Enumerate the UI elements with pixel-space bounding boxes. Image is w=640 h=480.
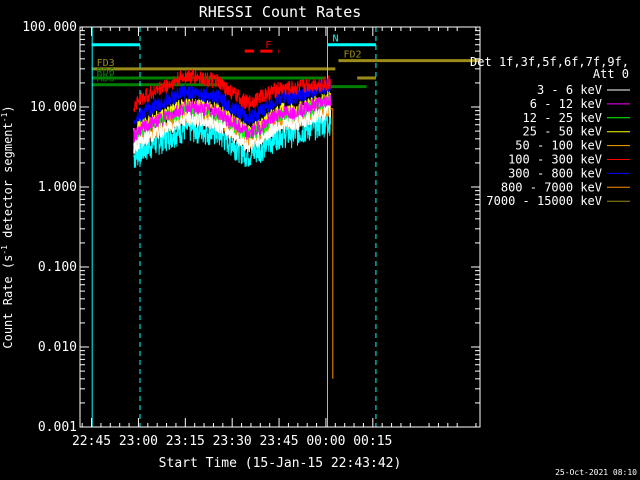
legend-entry-label-4: 25 - 50 keV (523, 125, 602, 139)
legend-entry-label-2: 6 - 12 keV (530, 97, 602, 111)
series-line-2 (133, 94, 332, 143)
legend-header-detectors: Det 1f,3f,5f,6f,7f,9f, (470, 55, 629, 69)
legend-entry-label-5: 50 - 100 keV (515, 139, 602, 153)
flag-label-1: N (333, 34, 339, 45)
series-line-1 (133, 105, 332, 154)
y-axis-label-superscript-1: -1 (0, 245, 9, 255)
y-tick-label-6: 0.001 (38, 420, 77, 435)
y-tick-label-1: 100.000 (22, 20, 77, 35)
series-lines (133, 69, 334, 379)
x-axis-label: Start Time (15-Jan-15 22:43:42) (159, 456, 402, 471)
y-tick-label-4: 0.100 (38, 260, 77, 275)
series-line-7 (133, 77, 332, 126)
y-axis-label-main: Count Rate (s (1, 255, 15, 349)
legend-entry-label-9: 7000 - 15000 keV (486, 194, 602, 208)
y-axis-label: Count Rate (s-1 detector segment-1) (0, 105, 15, 348)
x-tick-label-2: 23:00 (119, 434, 158, 449)
flag-label-2: F (265, 40, 271, 51)
y-tick-label-2: 10.000 (30, 100, 77, 115)
x-tick-label-3: 23:15 (166, 434, 205, 449)
legend: Det 1f,3f,5f,6f,7f,9f, Att 0 3 - 6 keV6 … (470, 55, 630, 208)
legend-header-attenuator: Att 0 (593, 67, 629, 81)
legend-entry-label-7: 300 - 800 keV (508, 166, 602, 180)
series-line-3 (133, 93, 332, 147)
generation-date: 25-Oct-2021 08:10 (555, 468, 637, 477)
x-tick-label-6: 00:00 (306, 434, 345, 449)
y-axis-ticks: 100.000 10.000 1.000 0.100 0.010 0.001 (22, 20, 480, 435)
y-tick-label-3: 1.000 (38, 180, 77, 195)
plot-frame (79, 26, 481, 428)
legend-entry-label-6: 100 - 300 keV (508, 153, 602, 167)
x-tick-label-1: 22:45 (72, 434, 111, 449)
legend-entry-label-1: 3 - 6 keV (537, 83, 602, 97)
flag-label-8: RD6 (97, 74, 115, 85)
x-tick-label-4: 23:30 (213, 434, 252, 449)
time-markers (91, 27, 377, 427)
series-line-6 (133, 69, 331, 113)
x-axis-ticks: 22:45 23:00 23:15 23:30 23:45 00:00 00:15 (72, 27, 477, 449)
flag-label-4: FD3 (97, 58, 115, 69)
x-tick-label-7: 00:15 (353, 434, 392, 449)
y-tick-label-5: 0.010 (38, 340, 77, 355)
legend-entry-label-3: 12 - 25 keV (523, 111, 602, 125)
flag-label-6: RD6 (97, 67, 115, 78)
flag-label-3: FD2 (343, 50, 361, 61)
legend-entry-label-8: 800 - 7000 keV (501, 180, 602, 194)
chart-title: RHESSI Count Rates (199, 3, 362, 21)
y-axis-label-superscript-2: -1 (0, 112, 9, 122)
x-tick-label-5: 23:45 (259, 434, 298, 449)
y-axis-label-mid: detector segment (1, 122, 15, 245)
y-axis-label-end: ) (1, 105, 15, 112)
